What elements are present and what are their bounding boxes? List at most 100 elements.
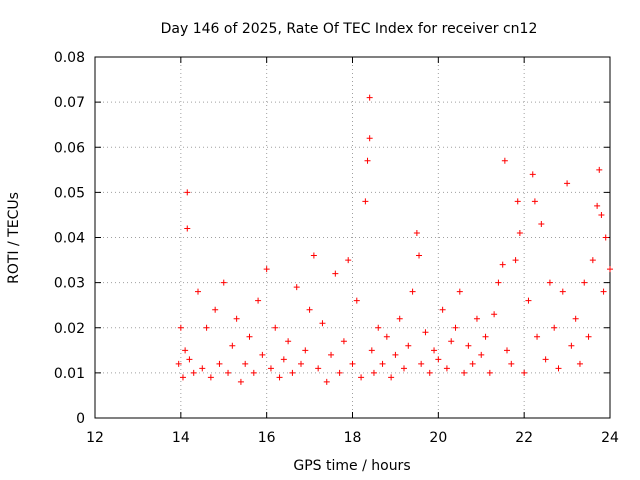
data-point — [242, 360, 249, 367]
data-point — [319, 320, 326, 327]
data-point — [461, 369, 468, 376]
data-point — [212, 306, 219, 313]
data-point — [478, 351, 485, 358]
data-point — [233, 315, 240, 322]
y-tick-label: 0.08 — [54, 50, 85, 66]
data-point — [568, 342, 575, 349]
data-point — [585, 333, 592, 340]
data-point — [229, 342, 236, 349]
data-point — [293, 284, 300, 291]
data-point — [255, 297, 262, 304]
data-point — [600, 288, 607, 295]
data-point — [486, 369, 493, 376]
data-point — [516, 229, 523, 236]
data-point — [199, 365, 206, 372]
data-point — [529, 171, 536, 178]
data-point — [521, 369, 528, 376]
data-point — [220, 279, 227, 286]
data-point — [508, 360, 515, 367]
data-point — [280, 356, 287, 363]
data-point — [443, 365, 450, 372]
data-point — [504, 347, 510, 354]
data-point — [175, 360, 182, 367]
data-point — [345, 257, 352, 264]
data-point — [482, 333, 489, 340]
data-point — [602, 234, 609, 241]
x-tick-label: 18 — [344, 430, 362, 446]
data-point — [203, 324, 210, 331]
y-tick-label: 0.03 — [54, 276, 85, 292]
data-point — [182, 347, 189, 354]
data-point — [596, 166, 603, 173]
data-point — [589, 257, 596, 264]
data-point — [366, 135, 373, 142]
data-point — [456, 288, 463, 295]
data-point — [263, 266, 270, 273]
data-point — [207, 374, 214, 381]
data-point — [246, 333, 253, 340]
x-axis-label: GPS time / hours — [293, 458, 410, 474]
data-point — [276, 374, 283, 381]
y-tick-label: 0.01 — [54, 366, 85, 382]
data-point — [388, 374, 395, 381]
data-point — [512, 257, 519, 264]
data-point — [362, 198, 369, 205]
data-point — [340, 338, 347, 345]
data-point — [405, 342, 412, 349]
data-point — [323, 378, 330, 385]
data-point — [370, 369, 377, 376]
data-point — [366, 94, 373, 101]
data-point — [237, 378, 244, 385]
data-point — [495, 279, 502, 286]
chart-title: Day 146 of 2025, Rate Of TEC Index for r… — [161, 21, 538, 37]
x-tick-label: 24 — [601, 430, 619, 446]
data-point — [576, 360, 583, 367]
data-point — [186, 356, 193, 363]
data-point — [598, 211, 605, 218]
data-point — [607, 266, 613, 273]
data-point — [225, 369, 232, 376]
data-point — [289, 369, 296, 376]
data-point — [416, 252, 423, 259]
data-point — [315, 365, 322, 372]
data-point — [285, 338, 292, 345]
data-point — [392, 351, 399, 358]
data-point — [473, 315, 480, 322]
data-point — [195, 288, 201, 295]
data-point — [491, 311, 498, 318]
data-point — [581, 279, 588, 286]
data-point — [559, 288, 566, 295]
data-point — [418, 360, 425, 367]
x-tick-label: 16 — [258, 430, 276, 446]
data-point — [302, 347, 309, 354]
data-point — [368, 347, 375, 354]
data-point — [259, 351, 266, 358]
data-point — [184, 189, 191, 196]
data-point — [364, 157, 371, 164]
y-tick-label: 0.06 — [54, 140, 85, 156]
data-point — [250, 369, 257, 376]
data-point — [216, 360, 223, 367]
data-point — [452, 324, 459, 331]
data-point — [383, 333, 390, 340]
data-point — [184, 225, 191, 232]
y-tick-label: 0.04 — [54, 231, 85, 247]
data-point — [422, 329, 429, 336]
data-point — [413, 229, 420, 236]
x-tick-label: 20 — [429, 430, 447, 446]
data-point — [435, 356, 442, 363]
data-point — [551, 324, 558, 331]
data-point — [499, 261, 506, 268]
data-point — [439, 306, 446, 313]
data-point — [298, 360, 304, 367]
data-point — [272, 324, 279, 331]
data-point — [179, 374, 186, 381]
data-point — [469, 360, 476, 367]
data-point — [401, 365, 407, 372]
data-point — [542, 356, 549, 363]
x-tick-label: 14 — [172, 430, 190, 446]
y-tick-label: 0 — [76, 411, 85, 427]
data-point — [531, 198, 538, 205]
data-point — [426, 369, 433, 376]
data-point — [306, 306, 313, 313]
